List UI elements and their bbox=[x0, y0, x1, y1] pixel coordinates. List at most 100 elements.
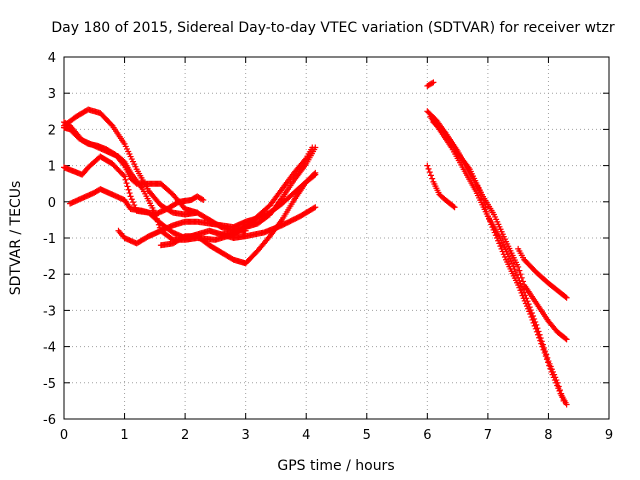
y-tick-label: -4 bbox=[43, 341, 56, 356]
data-point bbox=[531, 322, 538, 329]
data-point bbox=[548, 368, 555, 375]
data-point bbox=[312, 171, 319, 178]
x-tick-label: 2 bbox=[181, 428, 189, 443]
data-point bbox=[543, 356, 550, 363]
data-point bbox=[547, 365, 554, 372]
data-point bbox=[125, 186, 132, 193]
x-tick-label: 1 bbox=[120, 428, 128, 443]
data-point bbox=[556, 387, 563, 394]
data-point bbox=[194, 209, 201, 216]
data-point bbox=[489, 224, 496, 231]
data-point bbox=[523, 303, 530, 310]
series-arc-14 bbox=[515, 245, 570, 301]
data-point bbox=[120, 172, 127, 179]
data-point bbox=[562, 335, 569, 342]
data-points bbox=[61, 79, 570, 408]
data-point bbox=[518, 289, 525, 296]
data-point bbox=[515, 263, 522, 270]
y-tick-label: 4 bbox=[48, 51, 56, 66]
data-point bbox=[493, 235, 500, 241]
data-point bbox=[491, 229, 498, 236]
data-point bbox=[425, 165, 432, 172]
data-point bbox=[451, 204, 458, 211]
data-point bbox=[496, 240, 503, 247]
series-arc-12 bbox=[430, 119, 570, 343]
data-point bbox=[517, 287, 524, 294]
data-point bbox=[554, 382, 561, 389]
data-point bbox=[551, 377, 558, 384]
data-point bbox=[500, 251, 507, 258]
series-arc-6 bbox=[115, 169, 319, 247]
data-point bbox=[497, 243, 504, 250]
data-point bbox=[520, 278, 527, 285]
data-point bbox=[427, 172, 434, 179]
x-tick-label: 3 bbox=[242, 428, 250, 443]
series-arc-13 bbox=[424, 162, 458, 211]
data-point bbox=[533, 328, 540, 335]
data-point bbox=[516, 267, 523, 274]
data-point bbox=[517, 271, 524, 278]
y-tick-label: -6 bbox=[43, 413, 56, 428]
data-point bbox=[516, 284, 523, 291]
data-point bbox=[512, 269, 519, 276]
x-axis-ticks: 0 1 2 3 4 5 6 7 8 9 bbox=[60, 57, 613, 443]
data-point bbox=[521, 297, 528, 304]
data-point bbox=[486, 215, 493, 222]
data-point bbox=[430, 79, 437, 86]
data-point bbox=[539, 343, 546, 350]
data-point bbox=[515, 282, 522, 289]
data-point bbox=[525, 305, 532, 312]
x-tick-label: 6 bbox=[423, 428, 431, 443]
data-point bbox=[522, 300, 529, 307]
chart-title: Day 180 of 2015, Sidereal Day-to-day VTE… bbox=[51, 20, 615, 36]
data-point bbox=[518, 274, 525, 281]
data-point bbox=[127, 193, 134, 200]
data-point bbox=[530, 319, 537, 326]
data-point bbox=[490, 226, 497, 233]
y-tick-label: 1 bbox=[48, 160, 56, 175]
data-point bbox=[529, 316, 536, 323]
series-arc-8 bbox=[218, 144, 319, 238]
data-point bbox=[426, 169, 433, 176]
data-point bbox=[199, 196, 206, 203]
data-point bbox=[450, 203, 457, 210]
data-point bbox=[550, 374, 557, 381]
data-point bbox=[429, 175, 436, 182]
data-point bbox=[495, 237, 502, 244]
data-point bbox=[499, 248, 506, 255]
x-tick-label: 7 bbox=[484, 428, 492, 443]
data-point bbox=[520, 295, 527, 302]
series-arc-5 bbox=[67, 186, 207, 218]
data-point bbox=[549, 371, 556, 378]
series-arc-7 bbox=[157, 171, 319, 267]
data-point bbox=[542, 353, 549, 360]
x-tick-label: 0 bbox=[60, 428, 68, 443]
y-tick-label: -1 bbox=[43, 232, 56, 247]
data-point bbox=[312, 204, 319, 211]
data-point bbox=[200, 196, 207, 203]
y-tick-label: -5 bbox=[43, 377, 56, 392]
y-tick-label: 0 bbox=[48, 196, 56, 211]
series-arc-3 bbox=[61, 124, 201, 216]
data-point bbox=[501, 254, 508, 261]
data-point bbox=[563, 294, 570, 301]
data-point bbox=[488, 221, 495, 228]
data-point bbox=[513, 271, 520, 278]
data-point bbox=[124, 183, 131, 190]
data-point bbox=[563, 401, 570, 408]
data-point bbox=[534, 331, 541, 338]
data-point bbox=[429, 80, 436, 87]
x-axis-label: GPS time / hours bbox=[277, 458, 394, 474]
data-point bbox=[492, 232, 499, 239]
data-point bbox=[540, 346, 547, 353]
data-point bbox=[424, 162, 431, 169]
data-point bbox=[528, 313, 535, 320]
data-point bbox=[498, 245, 505, 252]
data-point bbox=[311, 204, 318, 211]
y-tick-label: -3 bbox=[43, 304, 56, 319]
x-tick-label: 8 bbox=[544, 428, 552, 443]
data-point bbox=[519, 292, 526, 299]
data-point bbox=[128, 196, 135, 203]
x-tick-label: 9 bbox=[605, 428, 613, 443]
